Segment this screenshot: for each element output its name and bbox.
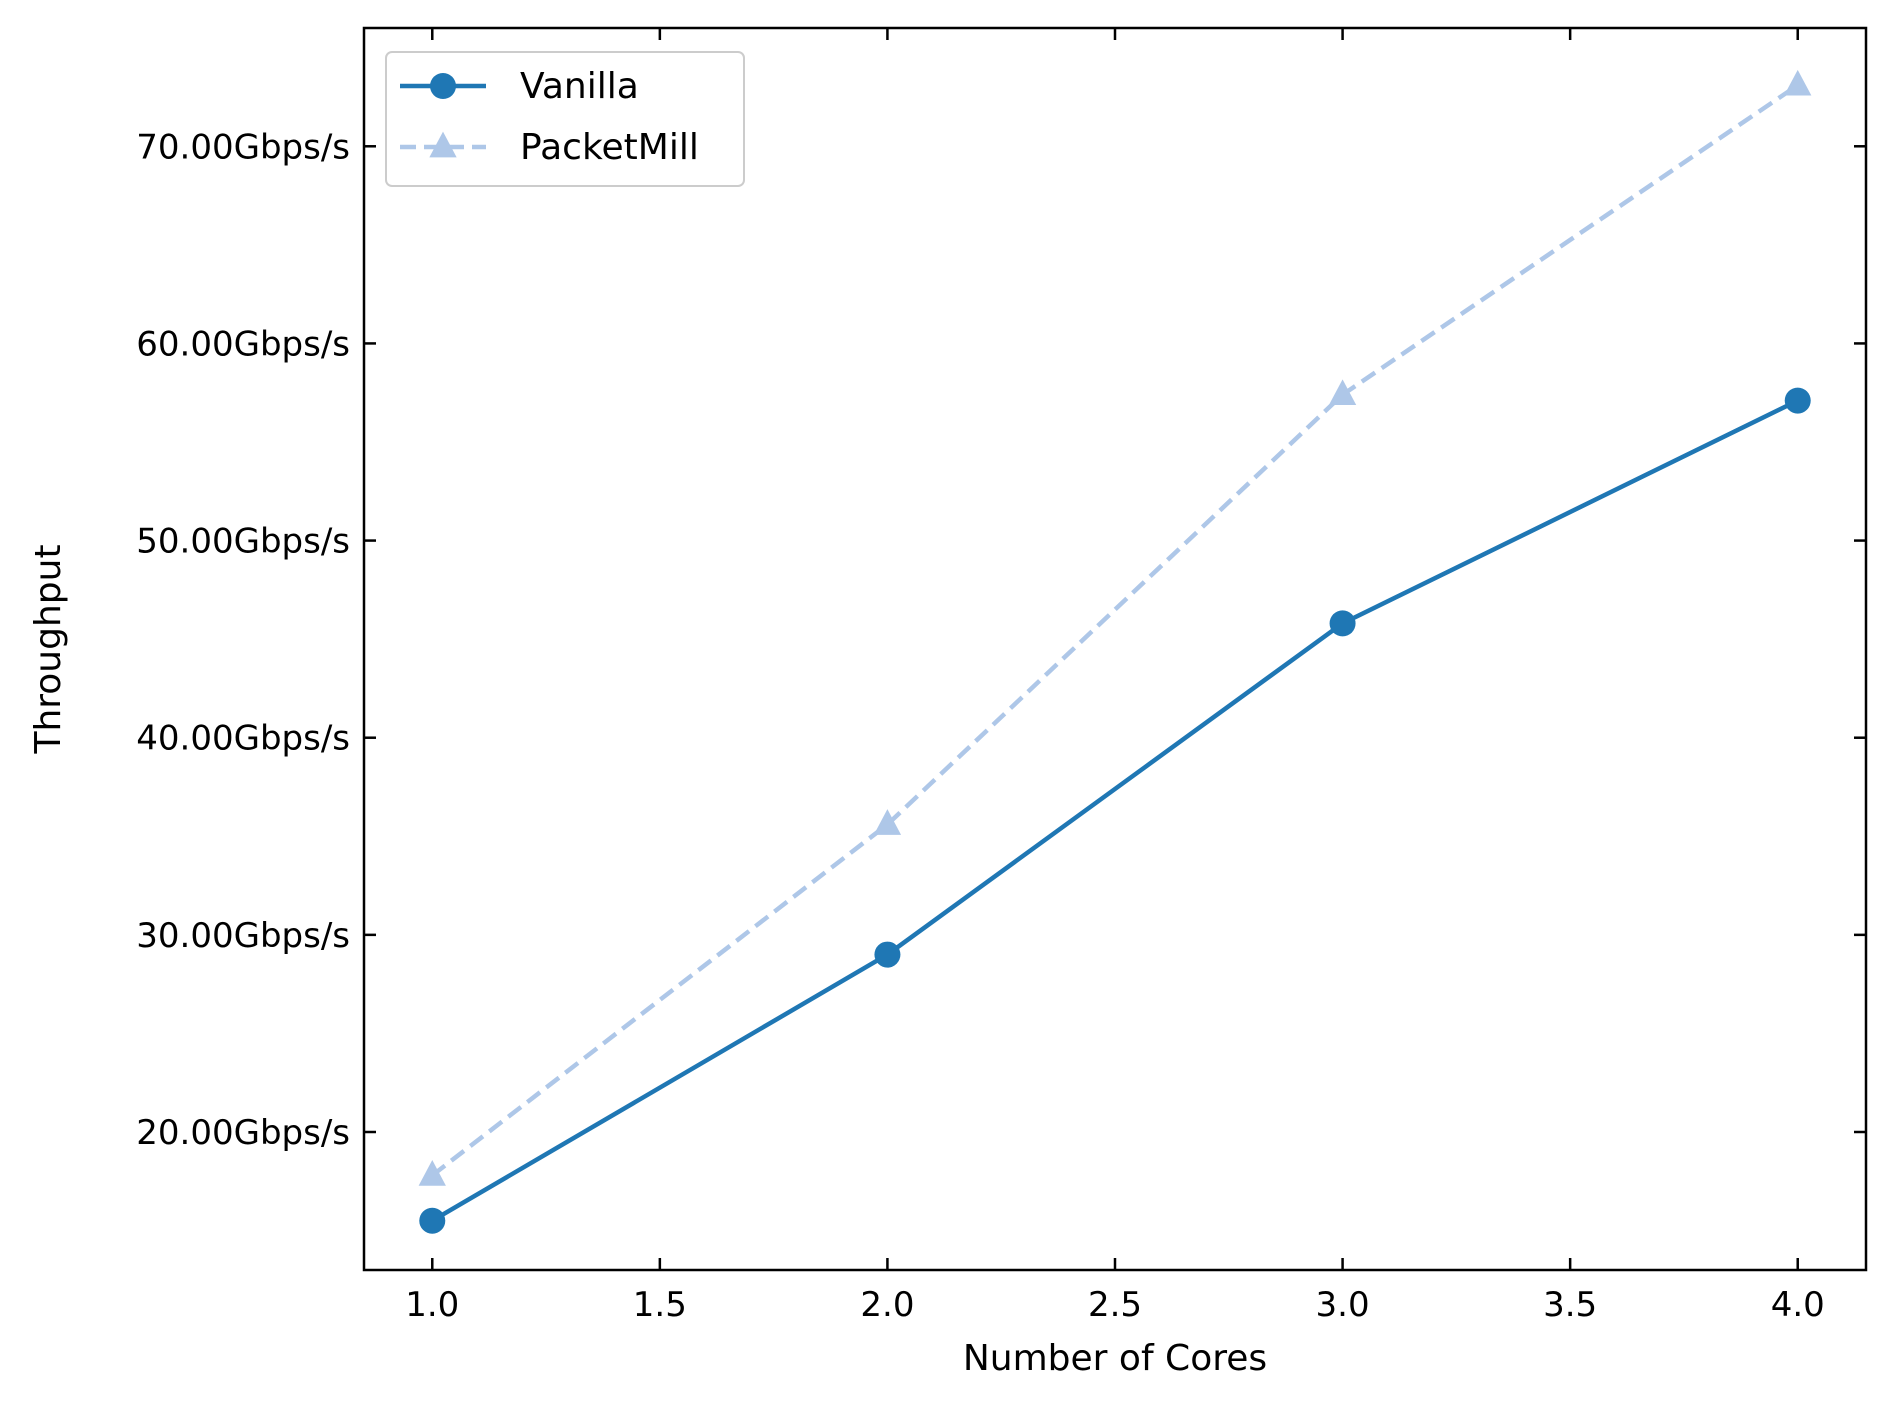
data-point [1784, 387, 1811, 414]
legend-entries: Vanilla PacketMill [400, 66, 699, 168]
data-point [874, 941, 901, 968]
x-axis-label: Number of Cores [963, 1338, 1267, 1379]
x-tick-label: 3.0 [1316, 1285, 1370, 1325]
legend-entry: Vanilla [400, 66, 639, 107]
x-tick-label: 1.0 [405, 1285, 459, 1325]
x-tick-label: 3.5 [1543, 1285, 1597, 1325]
x-tick-label: 2.5 [1088, 1285, 1142, 1325]
series-layer [418, 69, 1812, 1234]
data-point [1329, 610, 1356, 637]
data-point [1784, 69, 1812, 96]
series-vanilla [419, 387, 1811, 1234]
legend-entry: PacketMill [400, 127, 699, 168]
y-tick-label: 30.00Gbps/s [136, 916, 350, 956]
legend-label: Vanilla [520, 66, 639, 107]
y-tick-label: 60.00Gbps/s [136, 324, 350, 364]
y-tick-label: 40.00Gbps/s [136, 719, 350, 759]
x-tick-label: 4.0 [1771, 1285, 1825, 1325]
data-point [1328, 379, 1357, 406]
ticks-layer: 1.0 1.5 2.0 2.5 3.0 3.5 4.0 20.00Gbps/s 30.00Gbp… [136, 28, 1866, 1325]
y-tick-label: 50.00Gbps/s [136, 522, 350, 562]
series-line [430, 83, 1799, 1178]
y-tick-label: 20.00Gbps/s [136, 1113, 350, 1153]
y-tick-label: 70.00Gbps/s [136, 127, 350, 167]
data-point [418, 1160, 446, 1186]
series-packetmill [418, 69, 1812, 1186]
legend-marker [429, 131, 457, 158]
legend: Vanilla PacketMill [385, 51, 745, 187]
y-axis-label: Throughput [28, 544, 69, 754]
plot-frame [362, 26, 1868, 1272]
data-point [873, 809, 902, 835]
series-line [431, 398, 1799, 1223]
legend-marker [430, 73, 456, 99]
legend-label: PacketMill [520, 127, 699, 168]
x-tick-label: 1.5 [633, 1285, 687, 1325]
data-point [419, 1207, 446, 1234]
x-tick-label: 2.0 [860, 1285, 914, 1325]
